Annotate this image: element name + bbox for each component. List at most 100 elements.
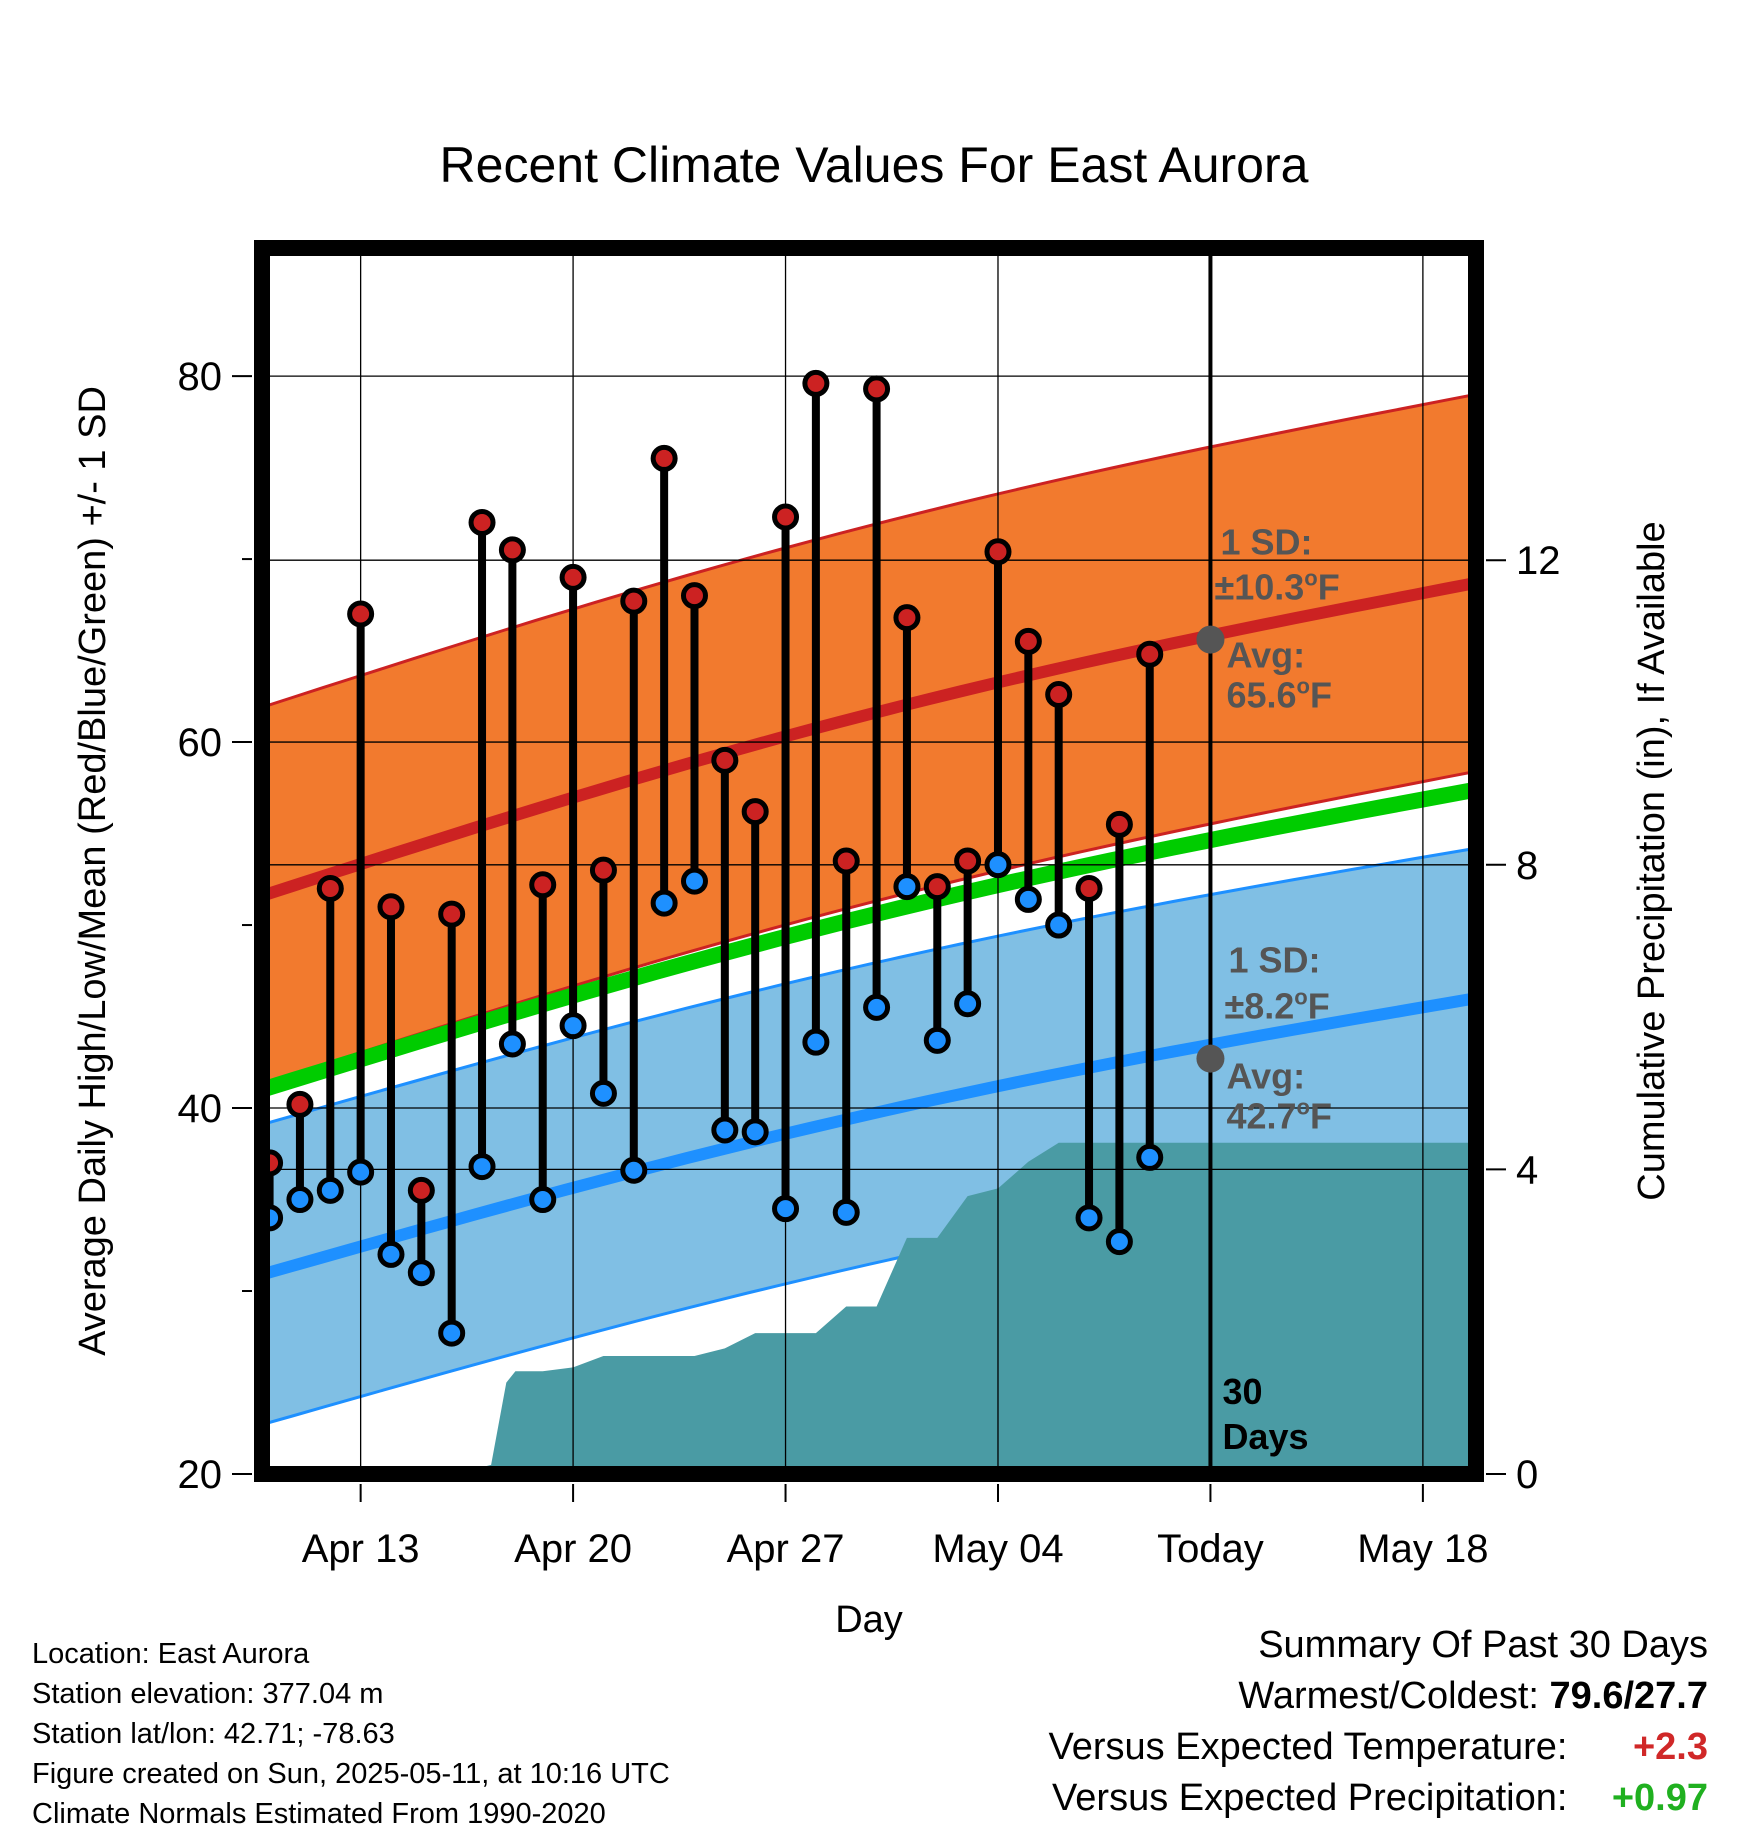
low-avg-value: 42.7oF (1226, 1095, 1332, 1137)
daily-low-point (286, 1186, 314, 1214)
daily-high-point (377, 893, 405, 921)
high-normal-band-upper-edge (262, 392, 1476, 709)
period-label-unit: Days (1222, 1416, 1308, 1457)
y-tick-label: 40 (178, 1087, 223, 1131)
daily-low-point (377, 1240, 405, 1268)
low-normal-band (262, 848, 1476, 1425)
daily-low-point (802, 1028, 830, 1056)
daily-high-point (620, 587, 648, 615)
daily-high-point (1014, 627, 1042, 655)
daily-high-point (863, 375, 891, 403)
daily-low-point (741, 1118, 769, 1146)
y-tick-label: 60 (178, 721, 223, 765)
daily-low-point (468, 1153, 496, 1181)
x-tick-label: Apr 13 (302, 1527, 420, 1571)
daily-high-point (347, 600, 375, 628)
daily-low-point (316, 1176, 344, 1204)
y-tick-label: 80 (178, 355, 223, 399)
plot-area (262, 248, 1476, 1474)
daily-high-point (802, 369, 830, 397)
y2-tick-label: 0 (1516, 1453, 1538, 1497)
daily-high-point (1105, 810, 1133, 838)
daily-high-point (772, 503, 800, 531)
x-tick-label: May 18 (1357, 1527, 1488, 1571)
daily-low-point (984, 851, 1012, 879)
summary-title: Summary Of Past 30 Days (1258, 1624, 1708, 1666)
daily-high-point (438, 900, 466, 928)
daily-high-point (923, 873, 951, 901)
daily-high-point (468, 508, 496, 536)
y-axis-label: Average Daily High/Low/Mean (Red/Blue/Gr… (72, 386, 114, 1356)
mean-normal-line (262, 781, 1476, 1098)
normals-text: Climate Normals Estimated From 1990-2020 (32, 1798, 606, 1830)
daily-high-point (407, 1176, 435, 1204)
prcp-row: Versus Expected Precipitation: +0.97 (1049, 1773, 1708, 1824)
low-normal-mean-line (262, 992, 1476, 1281)
daily-high-point (1075, 874, 1103, 902)
low-sd-label: 1 SD: (1228, 940, 1320, 981)
daily-low-point (1105, 1228, 1133, 1256)
warmest-label: Warmest/Coldest: (1238, 1675, 1539, 1717)
chart-title: Recent Climate Values For East Aurora (440, 137, 1309, 193)
daily-low-point (529, 1186, 557, 1214)
temp-row: Versus Expected Temperature: +2.3 (1049, 1722, 1708, 1773)
y2-tick-label: 8 (1516, 844, 1538, 888)
latlon-text: Station lat/lon: 42.71; -78.63 (32, 1718, 395, 1750)
summary-panel: Summary Of Past 30 Days Warmest/Coldest:… (1049, 1620, 1708, 1824)
location-text: Location: East Aurora (32, 1638, 310, 1670)
x-tick-label: Apr 20 (514, 1527, 632, 1571)
station-info: Location: East Aurora Station elevation:… (32, 1634, 670, 1834)
temp-value: +2.3 (1632, 1726, 1708, 1768)
low-sd-value: ±8.2oF (1224, 985, 1329, 1027)
x-axis-label: Day (835, 1599, 903, 1641)
plot-frame (254, 240, 1484, 1482)
daily-high-point (893, 604, 921, 632)
daily-high-point (286, 1090, 314, 1118)
high-normal-mean-line (262, 577, 1476, 902)
daily-low-point (893, 873, 921, 901)
elevation-text: Station elevation: 377.04 m (32, 1678, 384, 1710)
low-normal-band-upper-edge (262, 846, 1476, 1126)
daily-low-point (559, 1012, 587, 1040)
daily-low-point (680, 867, 708, 895)
daily-low-point (1014, 885, 1042, 913)
daily-low-point (832, 1198, 860, 1226)
high-avg-label: Avg: (1226, 635, 1305, 676)
daily-low-point (498, 1030, 526, 1058)
daily-low-point (438, 1319, 466, 1347)
daily-low-point (620, 1156, 648, 1184)
warmest-row: Warmest/Coldest: 79.6/27.7 (1049, 1671, 1708, 1722)
x-tick-label: Apr 27 (727, 1527, 845, 1571)
daily-low-point (863, 993, 891, 1021)
daily-high-point (1045, 680, 1073, 708)
daily-high-point (559, 563, 587, 591)
high-sd-value: ±10.3oF (1214, 566, 1339, 608)
x-tick-label: Today (1157, 1527, 1264, 1571)
daily-low-point (650, 889, 678, 917)
daily-high-point (954, 847, 982, 875)
daily-high-point (741, 798, 769, 826)
precip-area (262, 1142, 1476, 1474)
daily-low-point (1045, 911, 1073, 939)
x-tick-label: May 04 (932, 1527, 1063, 1571)
daily-high-point (711, 746, 739, 774)
daily-high-point (1136, 640, 1164, 668)
prcp-label: Versus Expected Precipitation: (1052, 1777, 1568, 1819)
y2-tick-label: 4 (1516, 1148, 1538, 1192)
daily-low-point (772, 1195, 800, 1223)
daily-low-point (347, 1158, 375, 1186)
low-avg-label: Avg: (1226, 1056, 1305, 1097)
temp-label: Versus Expected Temperature: (1048, 1726, 1568, 1768)
y2-axis-label: Cumulative Precipitation (in), If Availa… (1631, 521, 1673, 1200)
y2-tick-label: 12 (1516, 539, 1561, 583)
daily-high-point (316, 874, 344, 902)
daily-low-point (923, 1026, 951, 1054)
y-tick-label: 20 (178, 1453, 223, 1497)
daily-high-point (832, 847, 860, 875)
daily-high-point (529, 871, 557, 899)
daily-low-point (589, 1079, 617, 1107)
high-avg-value: 65.6oF (1226, 674, 1332, 716)
daily-low-point (711, 1116, 739, 1144)
daily-low-point (1136, 1143, 1164, 1171)
low-avg-marker (1196, 1044, 1225, 1073)
